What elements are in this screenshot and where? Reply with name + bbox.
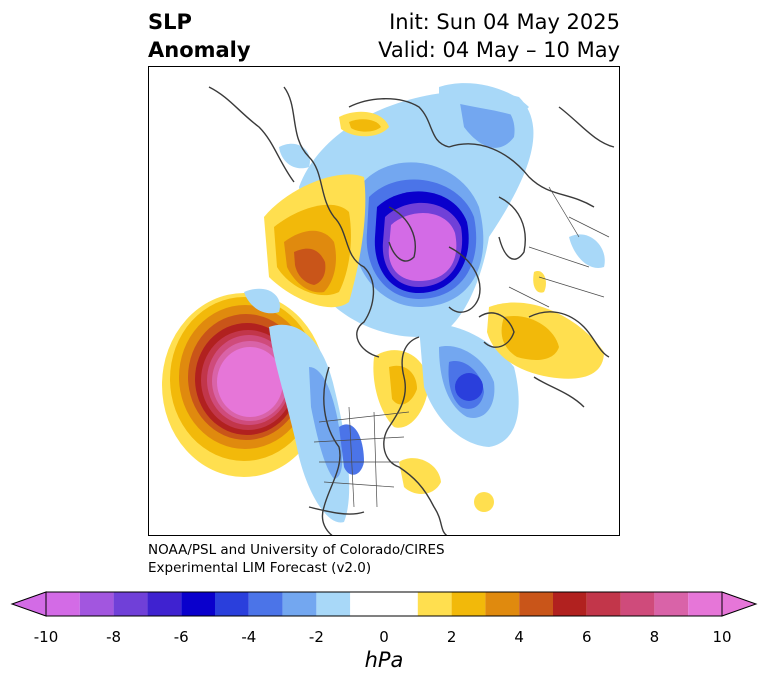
- north-pacific-high: [162, 293, 326, 477]
- colorbar-bin-1: [79, 592, 114, 616]
- colorbar-bin-13: [519, 592, 553, 616]
- colorbar-bin-12: [485, 592, 520, 616]
- valid-range: Valid: 04 May – 10 May: [378, 38, 620, 62]
- colorbar-bin-9: [350, 592, 418, 616]
- political-borders: [313, 186, 610, 508]
- colorbar-bin-10: [417, 592, 452, 616]
- colorbar-tick-label: 2: [446, 628, 457, 646]
- colorbar-unit-label: hPa: [364, 648, 404, 672]
- colorbar-bin-8: [316, 592, 351, 616]
- credit-line-1: NOAA/PSL and University of Colorado/CIRE…: [148, 542, 445, 558]
- colorbar-bin-7: [282, 592, 317, 616]
- colorbar-min-extend: [10, 591, 47, 617]
- colorbar-bin-0: [46, 592, 80, 616]
- colorbar-bin-17: [654, 592, 689, 616]
- colorbar-tick-label: 4: [514, 628, 524, 646]
- atlantic-low: [419, 324, 519, 447]
- colorbar-max-extend: [721, 591, 758, 617]
- colorbar-bins: [46, 592, 722, 616]
- forecast-dates: Init: Sun 04 May 2025 Valid: 04 May – 10…: [378, 8, 620, 64]
- map-canvas: [162, 83, 615, 535]
- colorbar-tick-label: 6: [582, 628, 592, 646]
- colorbar-bin-14: [553, 592, 587, 616]
- init-date: Init: Sun 04 May 2025: [389, 10, 620, 34]
- europe-high: [487, 271, 604, 379]
- colorbar-bin-16: [620, 592, 655, 616]
- alaska-high: [264, 111, 389, 308]
- colorbar-bin-11: [451, 592, 486, 616]
- colorbar-tick-label: 8: [649, 628, 660, 646]
- colorbar-tick-label: -10: [33, 628, 59, 646]
- title-line-2: Anomaly: [148, 38, 251, 62]
- colorbar-tick-label: -2: [308, 628, 324, 646]
- slp-anomaly-map: [148, 66, 620, 536]
- minor-anomalies: [244, 143, 605, 314]
- colorbar-bin-5: [215, 592, 249, 616]
- colorbar-tick-label: -6: [173, 628, 189, 646]
- colorbar-tick-label: 10: [712, 628, 732, 646]
- colorbar: [10, 591, 758, 617]
- credit-line-2: Experimental LIM Forecast (v2.0): [148, 560, 372, 576]
- colorbar-bin-6: [248, 592, 283, 616]
- title-line-1: SLP: [148, 10, 192, 34]
- colorbar-bin-4: [181, 592, 215, 616]
- colorbar-tick-label: -8: [106, 628, 122, 646]
- colorbar-bin-15: [586, 592, 621, 616]
- colorbar-outline: [45, 591, 723, 617]
- arctic-low: [299, 83, 534, 339]
- colorbar-bin-3: [147, 592, 182, 616]
- map-title: SLP Anomaly: [148, 8, 251, 64]
- anomaly-fields: [162, 83, 605, 523]
- colorbar-tick-label: -4: [241, 628, 257, 646]
- colorbar-bin-2: [113, 592, 148, 616]
- colorbar-tick-label: 0: [379, 628, 389, 646]
- credit-text: NOAA/PSL and University of Colorado/CIRE…: [148, 541, 445, 577]
- colorbar-bin-18: [688, 592, 722, 616]
- hudson-bay-high: [373, 350, 494, 512]
- coastlines: [208, 86, 615, 535]
